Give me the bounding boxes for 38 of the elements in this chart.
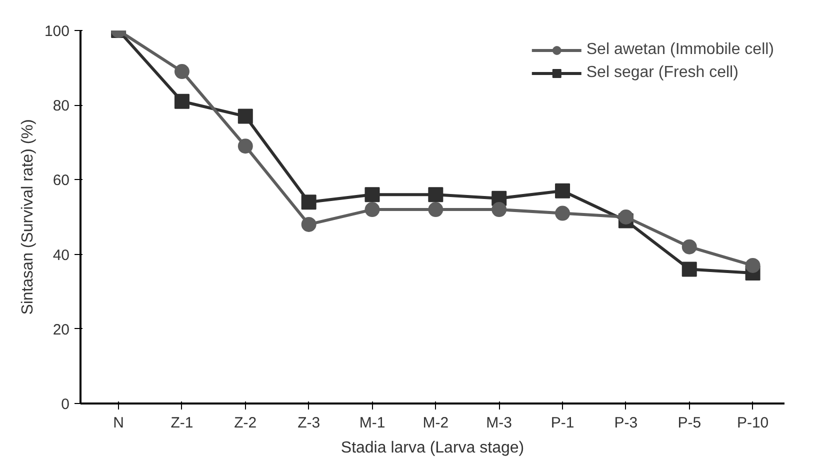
y-axis-title: Sintasan (Survival rate) (%): [19, 119, 36, 315]
point: [364, 202, 380, 218]
point: [238, 108, 253, 124]
y-tick-label: 40: [52, 246, 70, 264]
point: [745, 258, 760, 273]
x-tick-label: Z-1: [170, 414, 194, 432]
y-tick-label: 60: [52, 172, 70, 190]
point: [301, 216, 316, 232]
point: [492, 202, 507, 218]
x-tick-label: P-5: [678, 414, 702, 432]
x-tick-label: N: [113, 414, 124, 432]
point: [174, 64, 190, 80]
point: [174, 94, 190, 109]
y-tick-label: 20: [52, 321, 70, 338]
point: [301, 194, 316, 210]
x-tick-label: Z-2: [234, 414, 257, 432]
point: [618, 210, 634, 224]
x-tick-label: Z-3: [298, 414, 320, 432]
x-axis-title: Stadia larva (Larva stage): [340, 440, 524, 456]
point: [428, 187, 444, 202]
x-tick-label: M-3: [486, 414, 512, 432]
x-tick-label: M-2: [422, 414, 449, 432]
x-tick-label: M-1: [359, 414, 386, 432]
point: [238, 138, 253, 154]
point: [555, 183, 570, 198]
x-tick-label: P-1: [550, 414, 574, 432]
x-tick-label: P-10: [736, 414, 769, 432]
y-tick-label: 100: [44, 23, 70, 40]
y-tick-label: 0: [61, 396, 70, 413]
y-tick-label: 80: [52, 98, 70, 115]
legend-label: Sel awetan (Immobile cell): [586, 41, 774, 59]
point: [364, 187, 380, 202]
point: [682, 262, 697, 277]
x-tick-label: P-3: [614, 414, 638, 432]
point: [428, 202, 444, 218]
legend-label: Sel segar (Fresh cell): [586, 64, 738, 82]
point: [682, 239, 697, 254]
point: [555, 206, 570, 221]
